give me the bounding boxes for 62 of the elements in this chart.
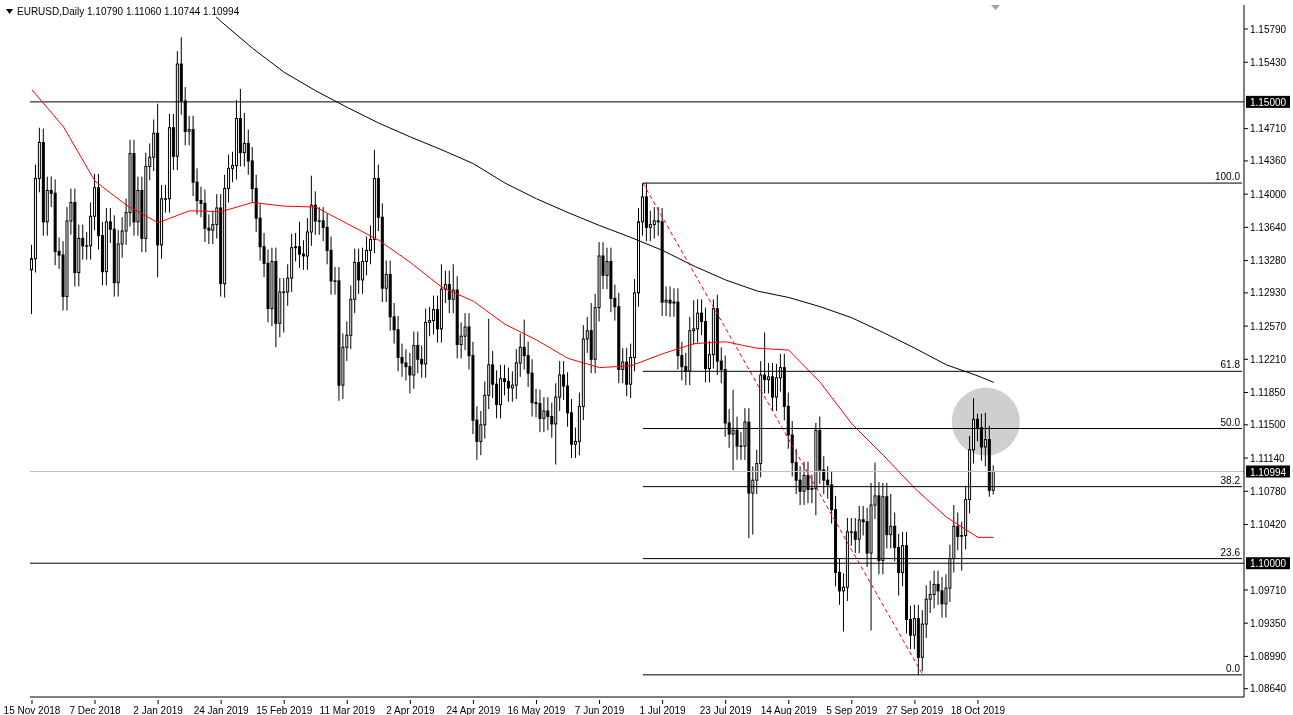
y-tick-label: 1.13640 [1250, 221, 1287, 233]
candlestick [317, 206, 321, 236]
ref-line-label: 1.10000 [1249, 558, 1287, 570]
y-tick-label: 1.15430 [1250, 56, 1287, 68]
candlestick [853, 517, 857, 554]
candlestick [546, 396, 550, 431]
chart-title: EURUSD,Daily 1.10790 1.11060 1.10744 1.10994 [17, 6, 240, 17]
y-tick-label: 1.14360 [1250, 155, 1287, 167]
candlestick [542, 396, 546, 433]
candlestick [298, 221, 302, 269]
candlestick [625, 347, 629, 397]
candlestick [857, 505, 861, 554]
candlestick [211, 210, 215, 245]
y-tick-label: 1.11500 [1250, 419, 1286, 431]
candlestick [652, 206, 656, 239]
y-tick-label: 1.08640 [1250, 683, 1287, 695]
candlestick [282, 277, 286, 334]
y-tick-label: 1.09350 [1250, 617, 1287, 629]
candlestick [313, 190, 317, 236]
x-tick-label: 7 Jun 2019 [574, 705, 625, 715]
y-tick-label: 1.10420 [1250, 519, 1287, 531]
x-tick-label: 23 Jul 2019 [699, 705, 752, 715]
y-tick-label: 1.10780 [1250, 485, 1287, 497]
y-tick-label: 1.12930 [1250, 287, 1287, 299]
legend-label: 61.8 [1220, 359, 1241, 371]
candlestick [242, 112, 246, 167]
y-tick-label: 1.11140 [1250, 452, 1286, 464]
candlestick [361, 247, 365, 295]
legend-label: 100.0 [1215, 171, 1241, 183]
candlestick [668, 285, 672, 318]
candlestick [447, 270, 451, 314]
y-tick-label: 1.12570 [1250, 320, 1287, 332]
ref-line-label: 1.15000 [1249, 96, 1287, 108]
legend-label: 0.0 [1226, 662, 1241, 674]
y-tick-label: 1.08990 [1250, 650, 1287, 662]
candlestick [432, 295, 436, 335]
series-label: 38.2 [1220, 474, 1241, 486]
x-tick-label: 1 Jul 2019 [639, 705, 687, 715]
candlestick [416, 331, 420, 374]
candlestick [889, 493, 893, 549]
series-label: 50.0 [1220, 416, 1241, 428]
candlestick [514, 348, 518, 400]
x-tick-label: 2 Jan 2019 [133, 705, 184, 715]
y-tick-label: 1.11850 [1250, 387, 1286, 399]
candlestick [932, 570, 936, 609]
candlestick [696, 298, 700, 344]
x-tick-label: 11 Mar 2019 [319, 705, 376, 715]
x-tick-label: 15 Feb 2019 [256, 705, 313, 715]
y-tick-label: 1.13280 [1250, 255, 1287, 267]
y-tick-label: 1.09710 [1250, 584, 1287, 596]
y-tick-label: 1.14000 [1250, 188, 1287, 200]
x-tick-label: 18 Oct 2019 [950, 705, 1006, 715]
y-tick-label: 1.12210 [1250, 353, 1287, 365]
series-label: 23.6 [1220, 546, 1241, 558]
x-tick-label: 15 Nov 2018 [3, 705, 61, 715]
y-tick-label: 1.15790 [1250, 23, 1287, 35]
x-tick-label: 7 Dec 2018 [69, 705, 122, 715]
y-tick-label: 1.14710 [1250, 123, 1287, 135]
candlestick [506, 367, 510, 403]
candlestick [538, 389, 542, 433]
ref-line-label: 1.10994 [1249, 466, 1287, 478]
x-tick-label: 24 Jan 2019 [193, 705, 250, 715]
